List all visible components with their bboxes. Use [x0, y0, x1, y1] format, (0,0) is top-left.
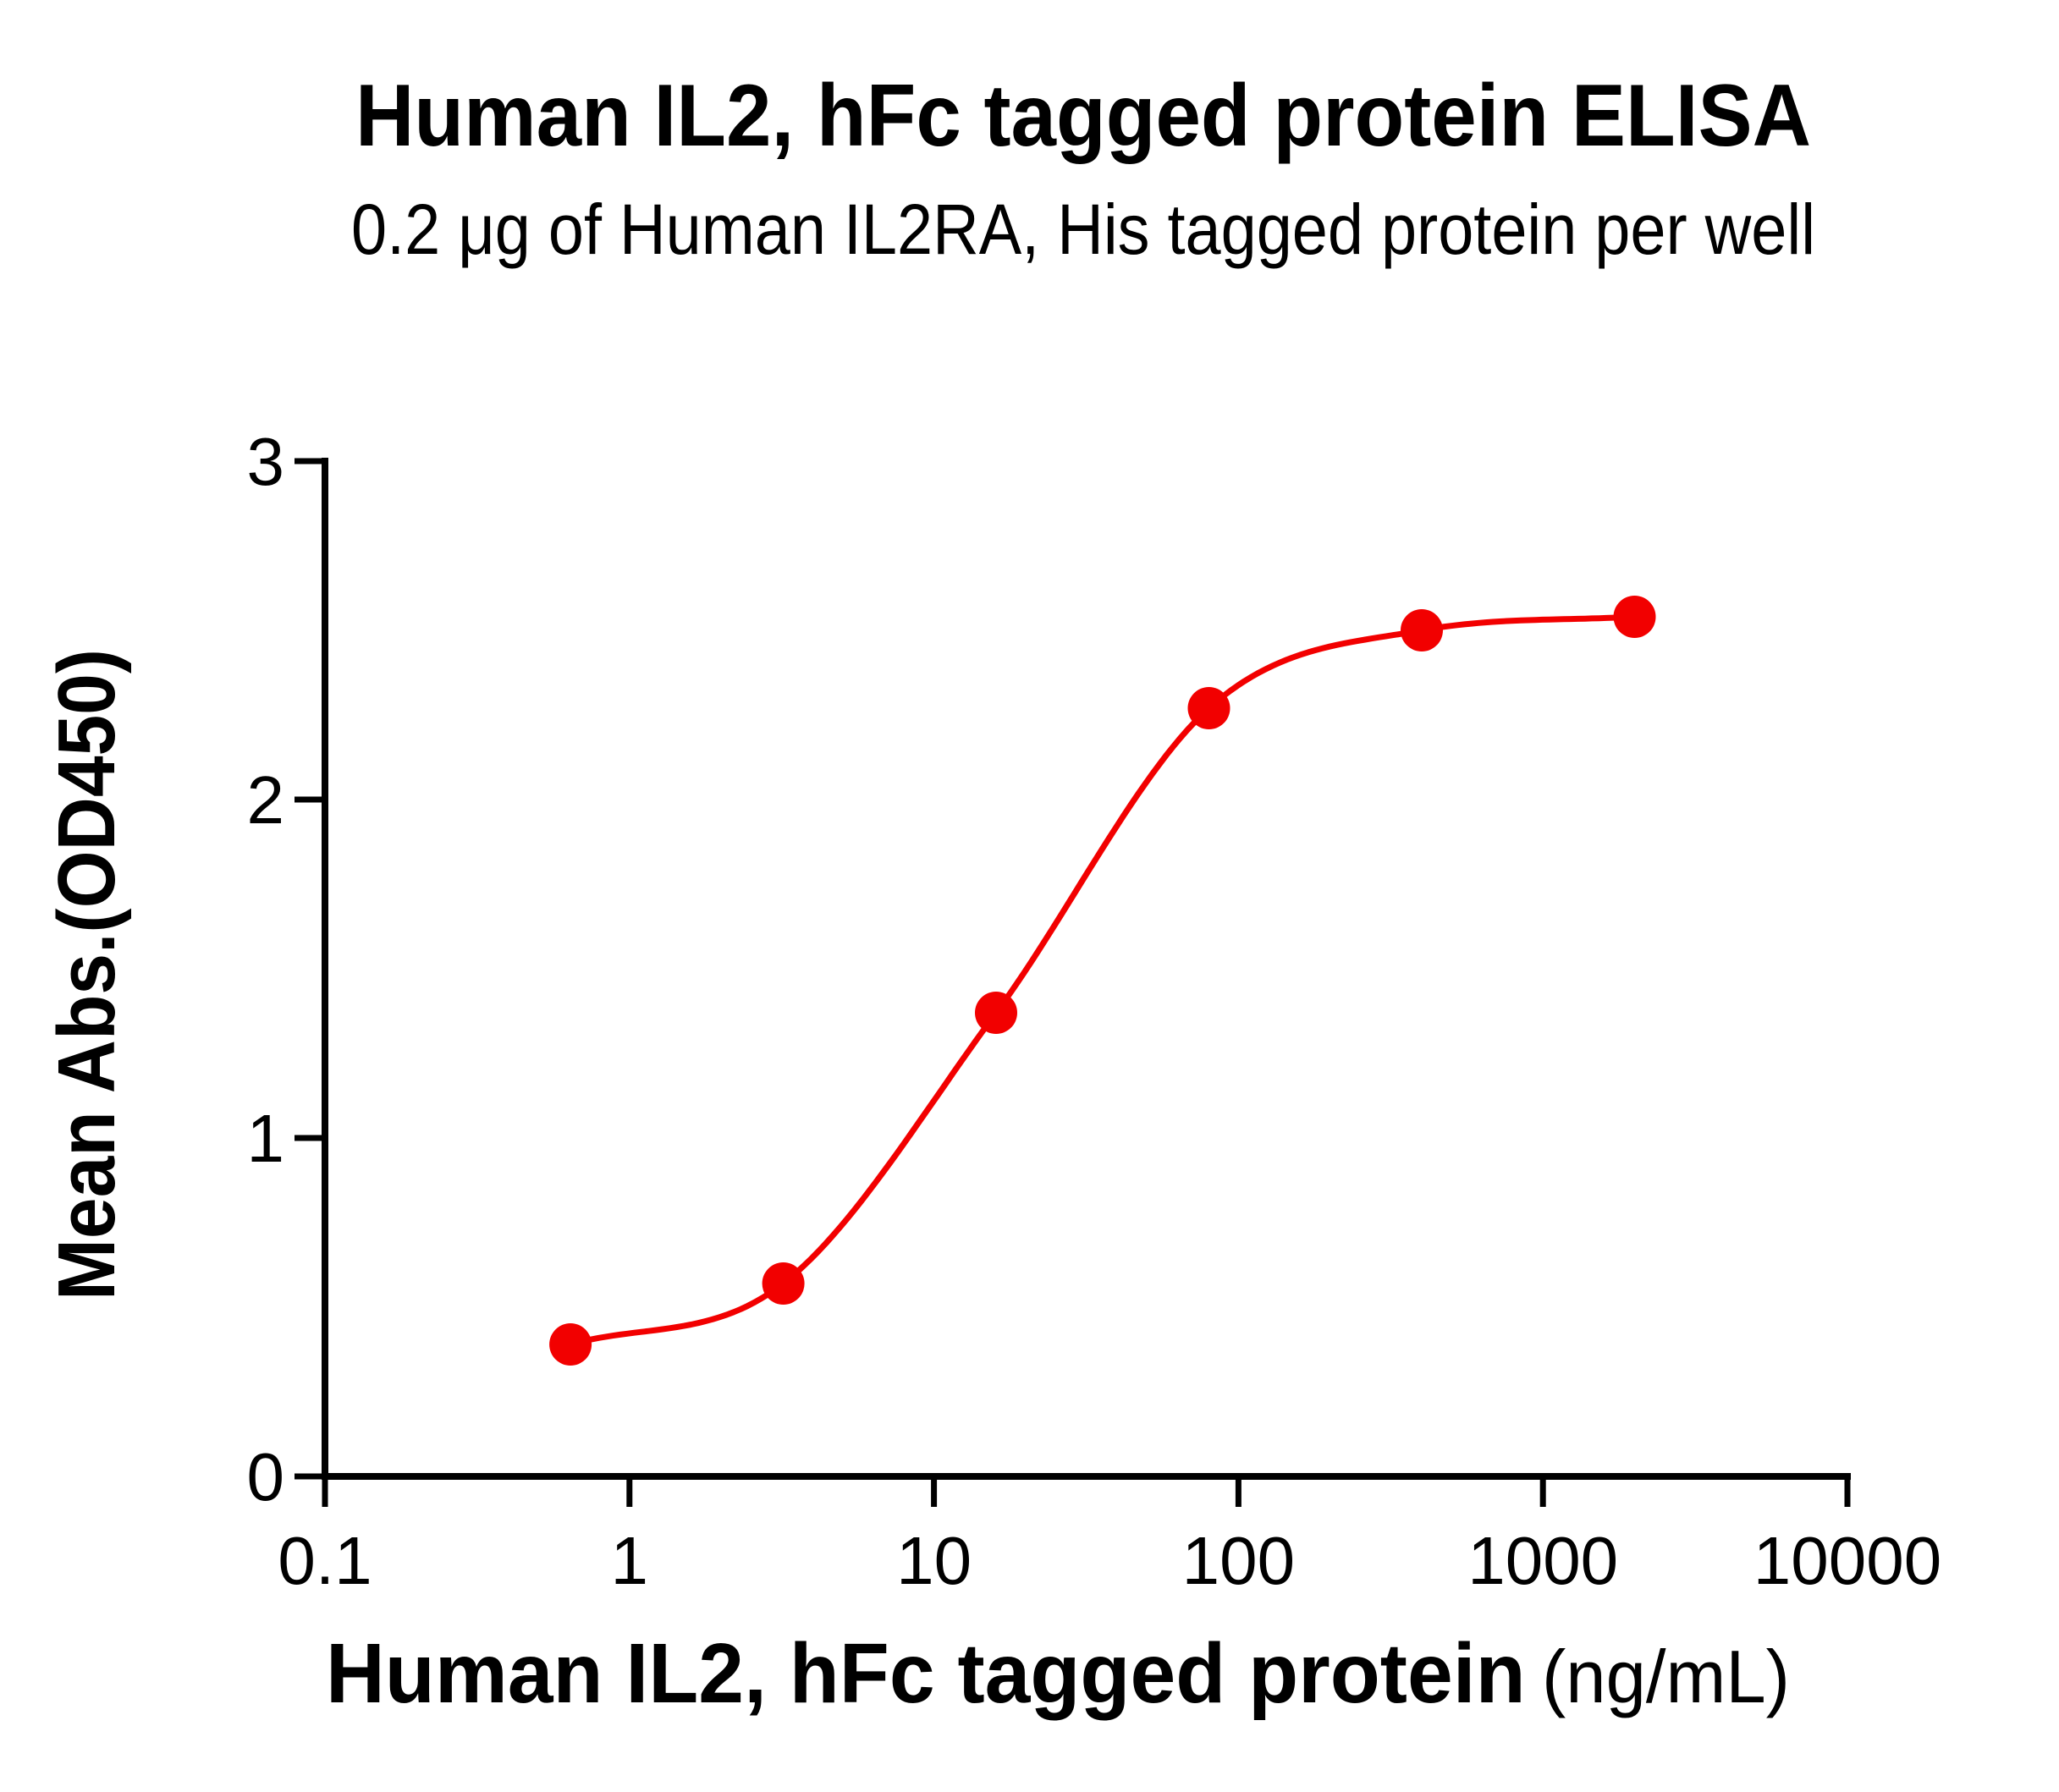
x-tick-label: 10000 [1753, 1523, 1941, 1598]
data-point-marker [549, 1323, 592, 1366]
data-point-marker [1613, 596, 1656, 638]
y-tick-label: 2 [247, 762, 285, 838]
y-axis-label: Mean Abs.(OD450) [41, 649, 132, 1300]
x-tick-label: 100 [1182, 1523, 1295, 1598]
data-point-marker [1187, 687, 1230, 729]
data-series [549, 596, 1656, 1366]
fit-curve [567, 613, 1638, 1348]
x-tick-label: 10 [896, 1523, 972, 1598]
x-axis-label: Human IL2, hFc tagged protein(ng/mL) [326, 1626, 1790, 1721]
data-point-marker [762, 1262, 805, 1305]
chart-title: Human IL2, hFc tagged protein ELISA [355, 67, 1811, 165]
data-point-marker [975, 992, 1017, 1034]
x-axis-label-unit: (ng/mL) [1542, 1635, 1790, 1718]
x-tick-label: 1000 [1467, 1523, 1618, 1598]
y-tick-label: 0 [247, 1439, 285, 1514]
data-point-marker [1401, 609, 1443, 651]
axes [322, 458, 1851, 1480]
x-axis-label-main: Human IL2, hFc tagged protein [326, 1626, 1526, 1721]
y-tick-label: 1 [247, 1101, 285, 1176]
y-tick-label: 3 [247, 424, 285, 499]
x-axis-ticks: 0.1 1 10 100 1000 10000 [278, 1480, 1941, 1598]
x-tick-label: 1 [611, 1523, 649, 1598]
chart-subtitle: 0.2 μg of Human IL2RA, His tagged protei… [351, 190, 1815, 269]
x-tick-label: 0.1 [278, 1523, 372, 1598]
y-axis-ticks: 0 1 2 3 [247, 424, 322, 1514]
